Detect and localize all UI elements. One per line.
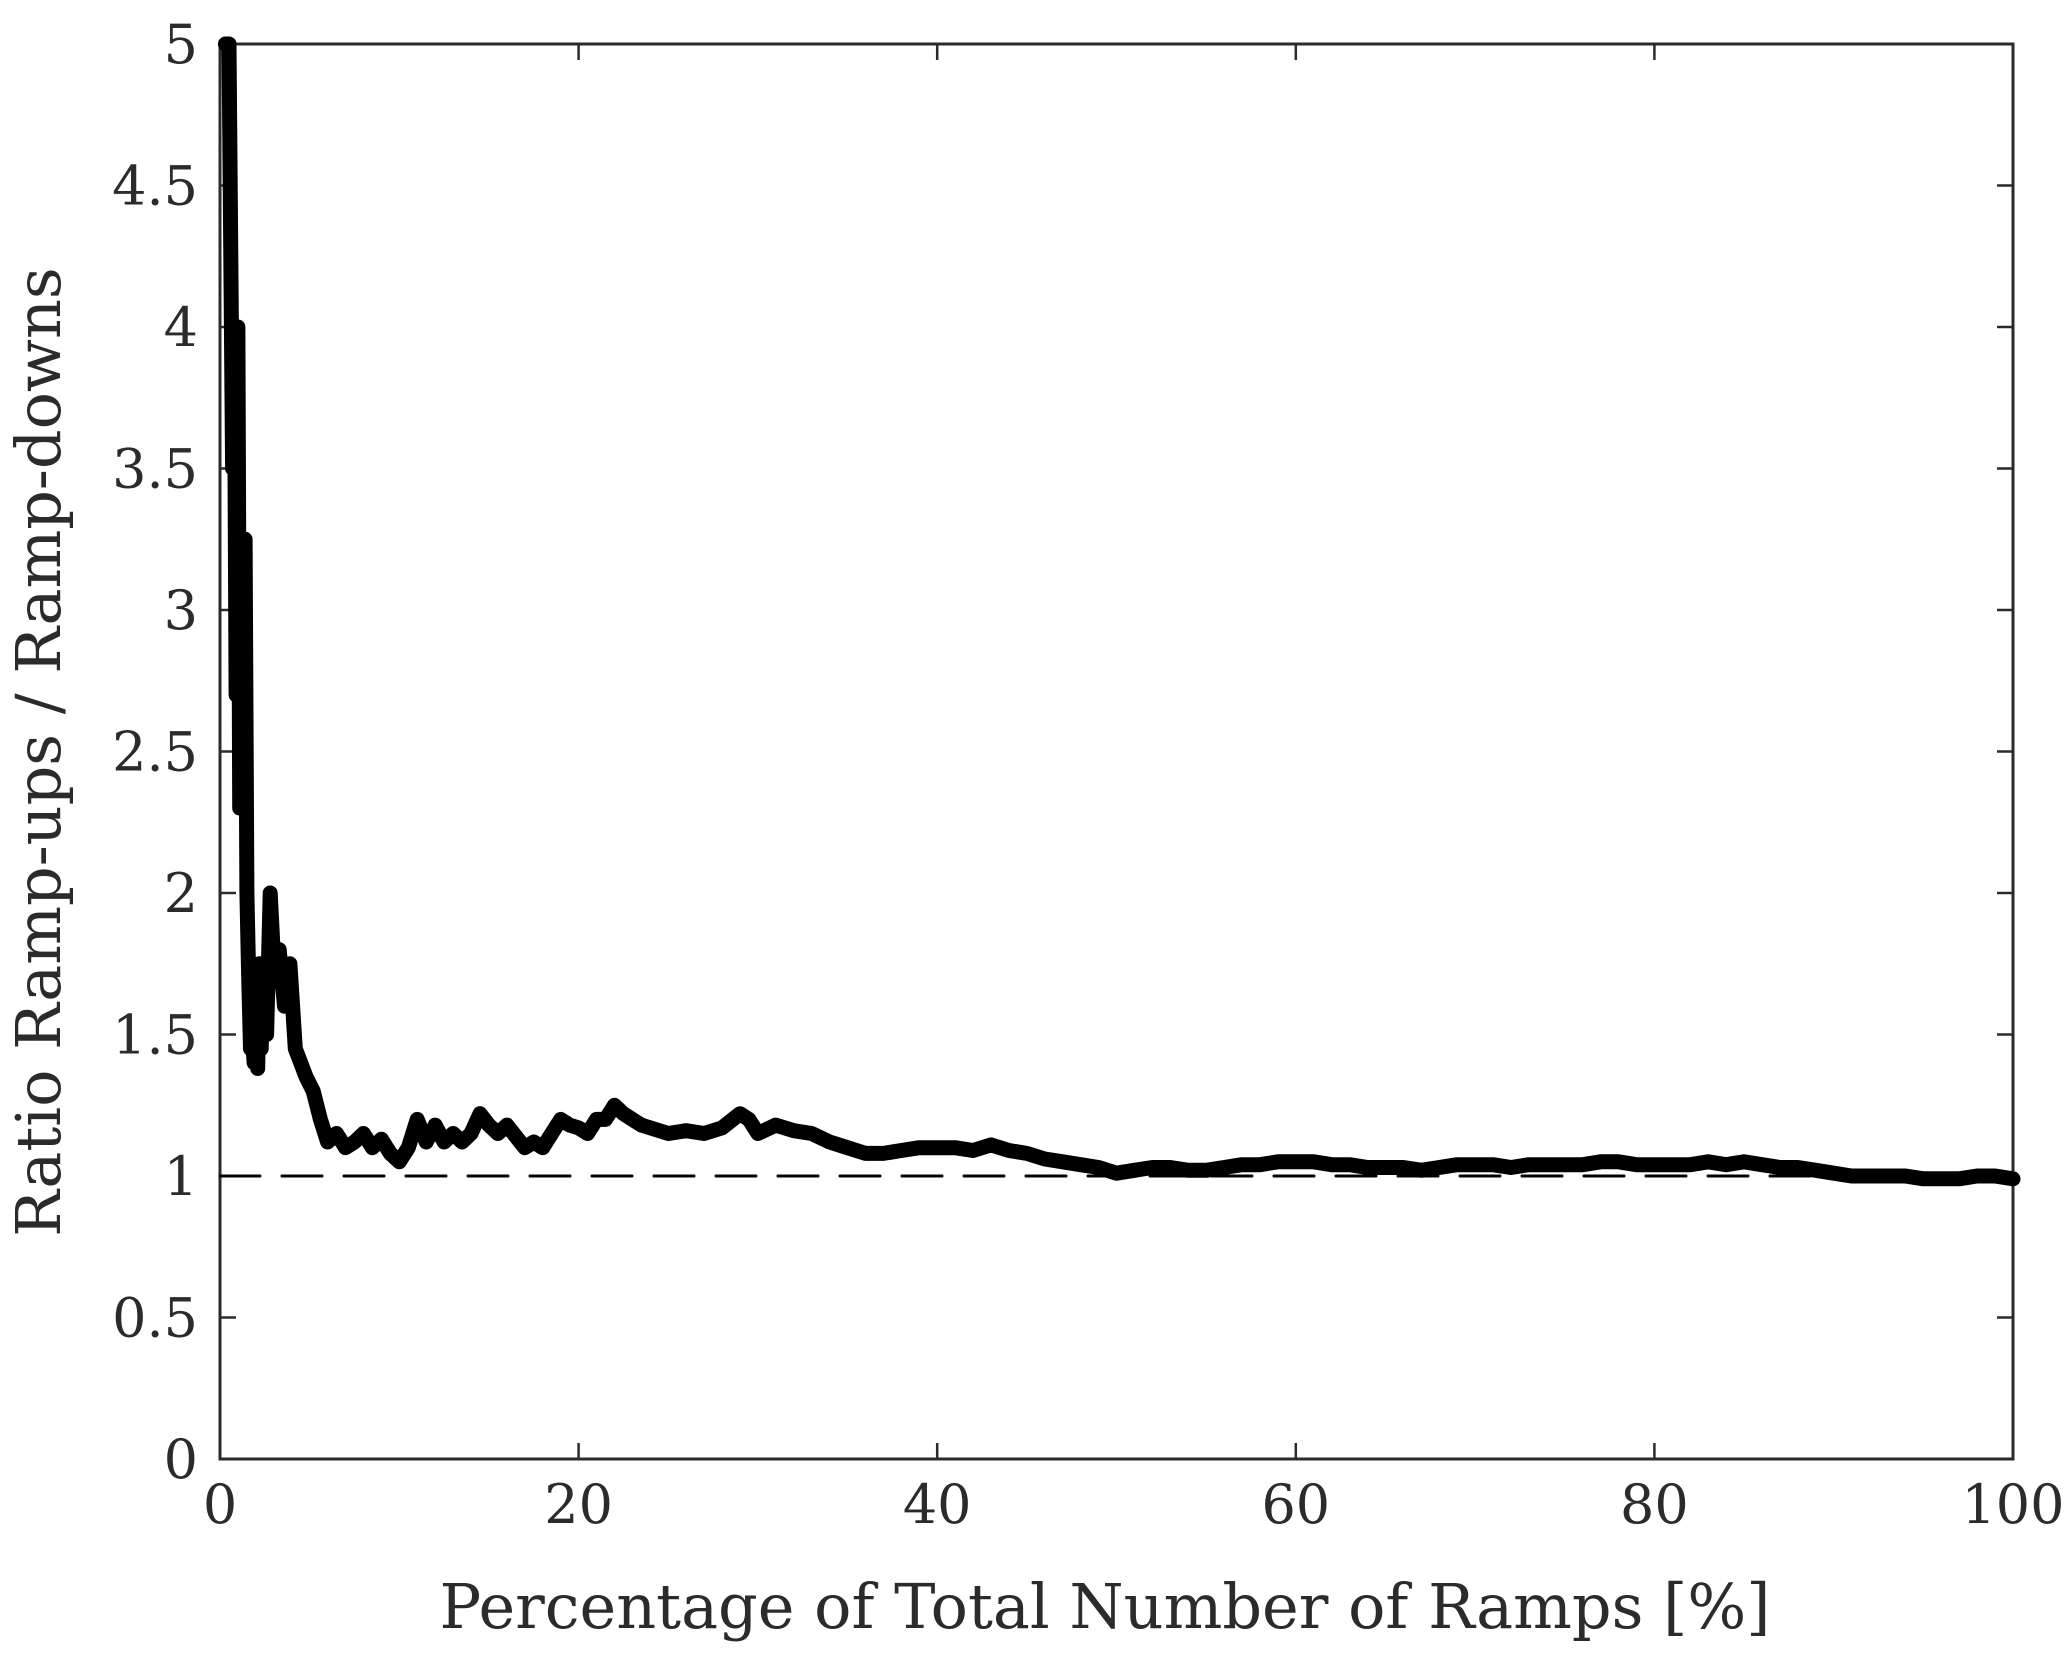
y-tick-label: 2 bbox=[164, 862, 198, 925]
x-tick-label: 80 bbox=[1620, 1473, 1689, 1536]
x-axis-label: Percentage of Total Number of Ramps [%] bbox=[440, 1570, 1771, 1643]
y-tick-label: 1.5 bbox=[112, 1004, 198, 1067]
y-tick-label: 2.5 bbox=[112, 721, 198, 784]
y-tick-label: 4 bbox=[164, 296, 198, 359]
x-tick-label: 60 bbox=[1261, 1473, 1330, 1536]
x-tick-label: 100 bbox=[1961, 1473, 2064, 1536]
x-tick-label: 40 bbox=[903, 1473, 972, 1536]
ratio-line-series bbox=[217, 36, 2021, 1187]
y-tick-label: 0 bbox=[164, 1428, 198, 1491]
y-tick-label: 3 bbox=[164, 579, 198, 642]
y-tick-label: 0.5 bbox=[112, 1287, 198, 1350]
y-tick-label: 1 bbox=[164, 1145, 198, 1208]
x-tick-label: 0 bbox=[203, 1473, 237, 1536]
x-tick-label: 20 bbox=[544, 1473, 613, 1536]
y-axis-label: Ratio Ramp-ups / Ramp-downs bbox=[2, 267, 75, 1236]
y-tick-label: 5 bbox=[164, 13, 198, 76]
y-tick-label: 3.5 bbox=[112, 438, 198, 501]
plot-area: 0 20 40 60 80 100 0 0.5 1 1.5 2 2.5 3 3.5 4 4.5 5 bbox=[112, 13, 2064, 1536]
y-tick-label: 4.5 bbox=[112, 155, 198, 218]
